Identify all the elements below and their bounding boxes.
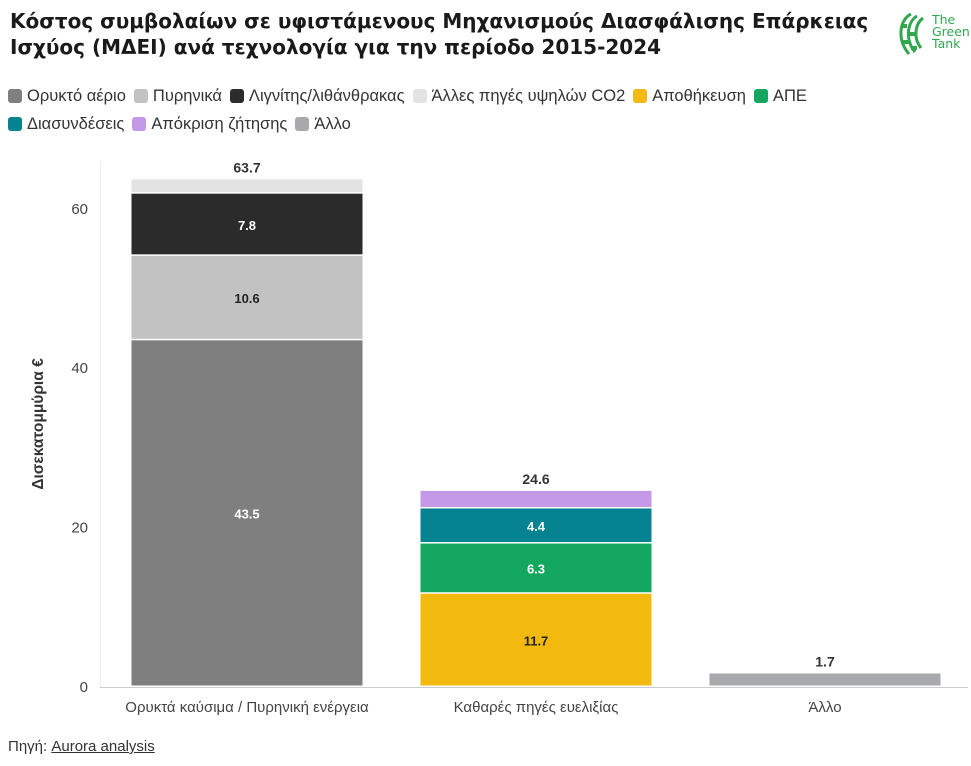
bar-segment xyxy=(420,593,652,686)
legend-item: Απόκριση ζήτησης xyxy=(132,115,287,134)
bar-segment xyxy=(131,255,363,339)
x-tick-label: Άλλο xyxy=(808,699,841,716)
legend-label: Πυρηνικά xyxy=(152,86,222,105)
x-tick-label: Καθαρές πηγές ευελιξίας xyxy=(454,699,619,716)
logo-word-1: The xyxy=(932,12,956,27)
bar-segment-label: 6.3 xyxy=(527,562,545,577)
chart-title: Κόστος συμβολαίων σε υφιστάμενους Μηχανι… xyxy=(10,8,870,60)
bar-segment xyxy=(131,340,363,686)
legend-swatch xyxy=(633,89,648,103)
bar-segment-label: 4.4 xyxy=(527,519,546,534)
bar-segment-label: 7.8 xyxy=(238,218,256,233)
legend-label: Άλλες πηγές υψηλών CO2 xyxy=(431,86,626,105)
x-tick-label: Ορυκτά καύσιμα / Πυρηνική ενέργεια xyxy=(125,699,369,716)
legend-label: Άλλο xyxy=(314,114,351,133)
legend-item: Αποθήκευση xyxy=(633,87,746,106)
legend-item: Ορυκτό αέριο xyxy=(8,87,126,106)
legend-item: Διασυνδέσεις xyxy=(8,115,124,134)
legend-item: Άλλο xyxy=(295,114,351,134)
logo-word-2: Green xyxy=(932,24,970,39)
legend-swatch xyxy=(753,89,768,103)
legend-swatch xyxy=(8,117,22,131)
chart-title-line-1: Κόστος συμβολαίων σε υφιστάμενους Μηχανι… xyxy=(10,9,869,33)
y-axis-label: Δισεκατομμύρια € xyxy=(30,358,47,490)
legend-item: ΑΠΕ xyxy=(753,86,807,106)
legend-swatch xyxy=(8,89,22,103)
bar-segment xyxy=(709,673,941,686)
legend-label: Ορυκτό αέριο xyxy=(27,86,126,105)
bar-segment-label: 43.5 xyxy=(234,507,259,522)
legend-swatch xyxy=(132,117,147,131)
logo-word-3: Tank xyxy=(932,36,961,51)
legend-row: Ορυκτό αέριο Πυρηνικά Λιγνίτης/λιθάνθρακας… xyxy=(8,82,948,110)
bar-total-label: 63.7 xyxy=(233,159,260,175)
bar-total-label: 24.6 xyxy=(522,471,549,487)
legend-label: Απόκριση ζήτησης xyxy=(151,114,288,133)
y-tick-label: 0 xyxy=(80,679,88,696)
legend-swatch xyxy=(412,89,427,103)
source-link[interactable]: Aurora analysis xyxy=(51,738,155,755)
legend-item: Λιγνίτης/λιθάνθρακας xyxy=(229,86,405,106)
legend-label: Αποθήκευση xyxy=(652,86,746,105)
logo-wordmark: The Green Tank xyxy=(932,12,970,51)
y-tick-label: 60 xyxy=(71,201,88,218)
bar-segment xyxy=(131,193,363,255)
legend-swatch xyxy=(133,89,148,103)
bar-segment xyxy=(420,543,652,593)
legend-swatch xyxy=(295,117,310,131)
y-tick-label: 20 xyxy=(71,520,88,537)
legend-row: Διασυνδέσεις Απόκριση ζήτησης Άλλο xyxy=(8,110,948,138)
bar-segment xyxy=(420,490,652,507)
chart-legend: Ορυκτό αέριο Πυρηνικά Λιγνίτης/λιθάνθρακας… xyxy=(8,82,948,138)
y-tick-label: 40 xyxy=(71,360,88,377)
legend-label: Διασυνδέσεις xyxy=(27,114,125,133)
bar-segment xyxy=(420,508,652,543)
chart-title-line-2: Ισχύος (ΜΔΕΙ) ανά τεχνολογία για την περ… xyxy=(10,35,662,59)
stacked-bar-chart: 0 20 40 60 Δισεκατομμύρια € 43.5 10.6 7.8 63.7 Ορ… xyxy=(30,159,968,716)
bar-segment-label: 10.6 xyxy=(234,291,259,306)
legend-item: Άλλες πηγές υψηλών CO2 xyxy=(412,86,626,106)
legend-label: ΑΠΕ xyxy=(772,86,807,105)
legend-swatch xyxy=(229,89,244,103)
source-note: Πηγή: Aurora analysis xyxy=(8,738,155,755)
bar-total-label: 1.7 xyxy=(815,653,835,669)
bar-segment xyxy=(131,179,363,193)
legend-item: Πυρηνικά xyxy=(133,86,222,106)
green-tank-logo-icon xyxy=(899,12,925,55)
legend-label: Λιγνίτης/λιθάνθρακας xyxy=(248,86,405,105)
source-label: Πηγή: xyxy=(8,738,52,755)
bar-segment-label: 11.7 xyxy=(524,633,549,648)
